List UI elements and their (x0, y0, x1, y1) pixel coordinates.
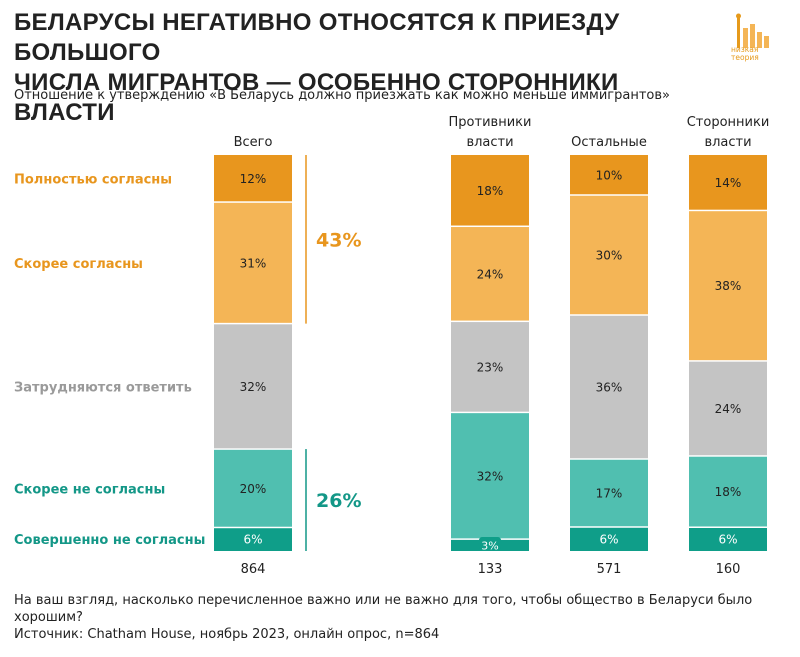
legend-label: Совершенно не согласны (14, 533, 205, 548)
bar-value-label: 24% (715, 402, 742, 416)
logo-text-line-2: теория (731, 53, 759, 62)
category-label: Противники (449, 115, 532, 130)
chart-title: БЕЛАРУСЫ НЕГАТИВНО ОТНОСЯТСЯ К ПРИЕЗДУ Б… (14, 8, 714, 128)
category-label: Остальные (571, 135, 647, 150)
chart-title-line-2: ЧИСЛА МИГРАНТОВ — ОСОБЕННО СТОРОННИКИ ВЛ… (14, 69, 619, 126)
category-label: Всего (234, 135, 273, 150)
bar-value-label: 6% (243, 533, 262, 547)
annotation-total-label: 43% (316, 229, 361, 251)
bar-value-label: 32% (477, 469, 504, 483)
bar-segment (570, 315, 648, 459)
bar-value-label: 23% (477, 360, 504, 374)
bar-value-label: 31% (240, 256, 267, 270)
bar-segment (570, 155, 648, 195)
annotation-total-label: 26% (316, 490, 361, 512)
bar-segment (451, 155, 529, 226)
bar-value-label: 18% (477, 184, 504, 198)
sample-size-label: 864 (241, 562, 266, 577)
bar-segment (689, 527, 767, 551)
bar-segment (214, 449, 292, 527)
bar-segment (214, 155, 292, 202)
logo-text-line-1: низкая (731, 45, 759, 54)
bar-segment (689, 211, 767, 361)
bar-value-label-background (479, 537, 501, 551)
bar-segment (451, 227, 529, 321)
bar-value-label: 32% (240, 380, 267, 394)
legend-label: Затрудняются ответить (14, 380, 192, 395)
legend-label: Скорее не согласны (14, 482, 165, 497)
logo-icon (736, 13, 769, 48)
bar-segment (570, 527, 648, 551)
bar-value-label: 10% (596, 169, 623, 183)
bar-value-label: 12% (240, 172, 267, 186)
bar-value-label: 20% (240, 482, 267, 496)
category-label: власти (466, 135, 513, 150)
bar-value-label: 30% (596, 249, 623, 263)
bar-value-label: 6% (599, 533, 618, 547)
bar-value-label: 6% (718, 533, 737, 547)
bar-value-label: 24% (477, 267, 504, 281)
bar-segment (214, 202, 292, 323)
bar-segment (689, 155, 767, 210)
footer-question: На ваш взгляд, насколько перечисленное в… (14, 593, 753, 625)
bar-segment (570, 195, 648, 315)
bar-segment (451, 322, 529, 412)
bar-segment (214, 324, 292, 449)
bar-value-label: 36% (596, 381, 623, 395)
legend-label: Полностью согласны (14, 173, 172, 188)
bar-value-label: 14% (715, 176, 742, 190)
sample-size-label: 160 (716, 562, 741, 577)
bar-segment (570, 459, 648, 527)
bar-segment (689, 361, 767, 456)
category-label: Сторонники (687, 115, 770, 130)
chart-subtitle: Отношение к утверждению «В Беларусь долж… (14, 88, 670, 103)
bar-value-label: 38% (715, 279, 742, 293)
bar-segment (451, 413, 529, 539)
bar-value-label: 17% (596, 487, 623, 501)
sample-size-label: 571 (597, 562, 622, 577)
bar-segment (214, 528, 292, 551)
chart-title-line-1: БЕЛАРУСЫ НЕГАТИВНО ОТНОСЯТСЯ К ПРИЕЗДУ Б… (14, 9, 620, 66)
footer: На ваш взгляд, насколько перечисленное в… (14, 592, 774, 643)
bar-segment (689, 456, 767, 527)
bar-value-label: 3% (481, 540, 498, 553)
bar-value-label: 18% (715, 485, 742, 499)
footer-source: Источник: Chatham House, ноябрь 2023, он… (14, 627, 440, 642)
sample-size-label: 133 (478, 562, 503, 577)
category-label: власти (704, 135, 751, 150)
logo-wordmark: низкая теория (731, 46, 779, 62)
legend-label: Скорее согласны (14, 257, 143, 272)
